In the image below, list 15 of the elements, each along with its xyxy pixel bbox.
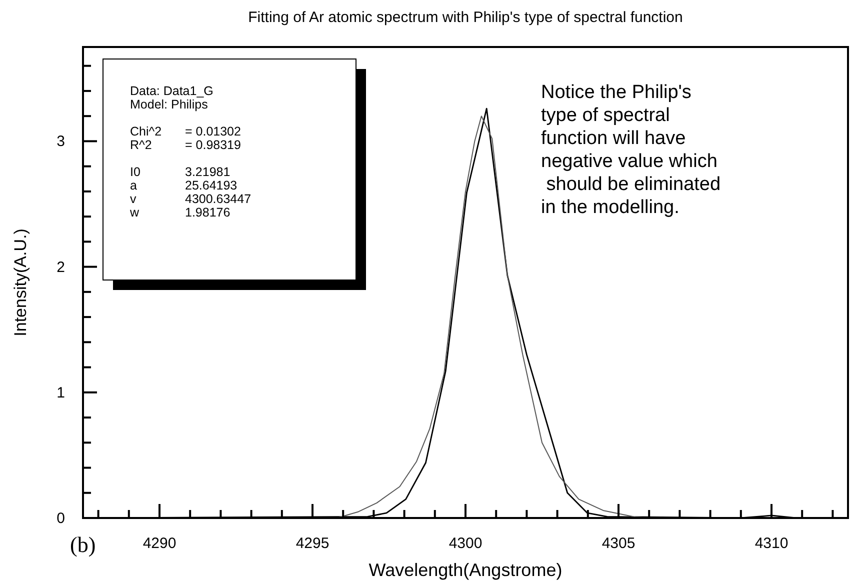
x-tick-label: 4300 — [448, 535, 482, 552]
y-axis-title: Intensity(A.U.) — [11, 228, 30, 336]
chart-title: Fitting of Ar atomic spectrum with Philip's type of spectral function — [248, 9, 683, 26]
text: (b) — [70, 532, 96, 557]
x-tick-label: 4305 — [602, 535, 636, 552]
y-tick-label: 3 — [56, 133, 65, 150]
text: Data: Data1_G Model: Philips Chi^2 = 0.01302 R^2 = 0.98319 I0 3.21981 a 25.64193 v 4300.63447 w 1.98176 — [130, 84, 252, 220]
y-tick-label: 2 — [56, 258, 65, 276]
x-axis-title: Wavelength(Angstrome) — [368, 560, 562, 580]
x-tick-label: 4290 — [142, 535, 176, 552]
x-tick-label: 4295 — [296, 535, 330, 552]
annotation: Notice the Philip's type of spectral function will have negative value which should be eliminated in the modelling. — [541, 82, 721, 218]
x-tick-label: 4310 — [754, 535, 788, 552]
y-tick-label: 1 — [56, 384, 65, 402]
y-tick-label: 0 — [56, 510, 65, 527]
